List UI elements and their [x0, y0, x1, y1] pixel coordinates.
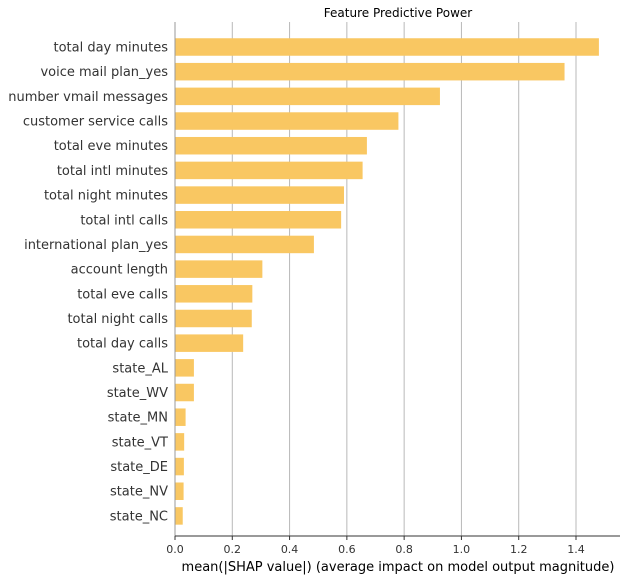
- category-label: state_NC: [110, 509, 168, 524]
- chart-title: Feature Predictive Power: [324, 6, 472, 20]
- category-label: total night calls: [67, 312, 168, 327]
- category-label: international plan_yes: [24, 238, 168, 253]
- bar: [175, 87, 440, 106]
- bars: [175, 38, 599, 525]
- x-ticks: 0.0 0.2 0.4 0.6 0.8 1.0 1.2 1.4: [166, 536, 585, 556]
- category-label: state_AL: [112, 361, 168, 376]
- bar: [175, 38, 599, 56]
- bar: [175, 62, 565, 81]
- category-label: total eve calls: [77, 287, 168, 302]
- bar: [175, 186, 344, 204]
- gridlines: [231, 22, 577, 536]
- bar: [175, 359, 194, 377]
- x-tick-label: 1.2: [510, 543, 528, 556]
- x-tick-label: 0.0: [166, 543, 184, 556]
- bar: [175, 408, 186, 426]
- category-label: total day minutes: [53, 41, 168, 56]
- category-label: total eve minutes: [54, 139, 169, 154]
- bar: [175, 136, 367, 155]
- bar: [175, 383, 194, 402]
- x-tick-label: 0.8: [395, 543, 413, 556]
- bar: [175, 507, 183, 525]
- bar: [175, 334, 244, 352]
- category-label: state_WV: [107, 386, 168, 401]
- category-labels: total day minutes voice mail plan_yesnumb…: [8, 41, 168, 525]
- bar: [175, 285, 253, 303]
- bar: [175, 211, 342, 229]
- x-tick-label: 0.6: [338, 543, 356, 556]
- category-label: total day calls: [77, 337, 168, 352]
- category-label: state_NV: [110, 485, 168, 500]
- x-axis-label: mean(|SHAP value|) (average impact on mo…: [182, 560, 615, 575]
- bar: [175, 161, 363, 180]
- bar: [175, 112, 399, 130]
- category-label: customer service calls: [23, 115, 168, 130]
- category-label: total night minutes: [44, 189, 168, 204]
- category-label: state_DE: [110, 460, 168, 475]
- bar: [175, 309, 252, 328]
- category-label: voice mail plan_yes: [40, 65, 168, 80]
- bar: [175, 457, 184, 476]
- x-tick-label: 1.0: [453, 543, 471, 556]
- bar: [175, 433, 185, 451]
- bar: [175, 235, 314, 254]
- category-label: state_VT: [112, 435, 168, 450]
- x-tick-label: 0.4: [281, 543, 299, 556]
- x-tick-label: 0.2: [224, 543, 242, 556]
- x-tick-label: 1.4: [567, 543, 585, 556]
- category-label: state_MN: [108, 411, 168, 426]
- category-label: number vmail messages: [8, 90, 168, 105]
- category-label: total intl calls: [80, 213, 168, 228]
- category-label: total intl minutes: [57, 164, 168, 179]
- bar: [175, 260, 263, 278]
- category-label: account length: [71, 263, 168, 278]
- bar: [175, 482, 184, 500]
